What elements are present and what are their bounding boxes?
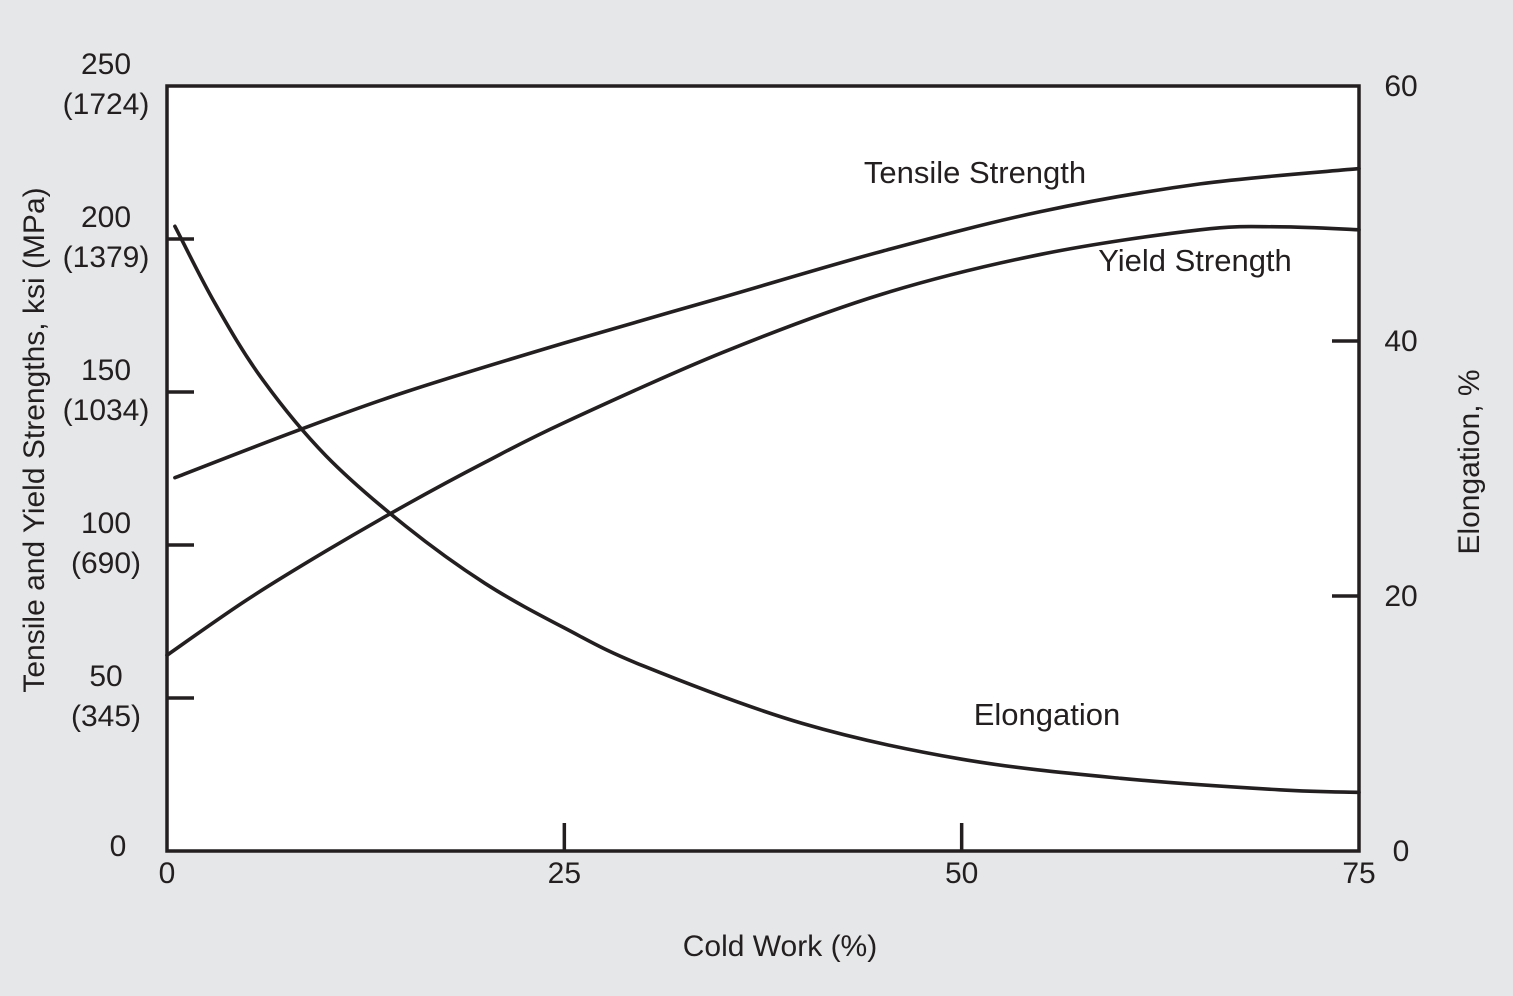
yield-strength-curve — [165, 224, 1361, 657]
y-left-tick-sublabel: (1379) — [63, 241, 150, 274]
y-right-tick-label: 60 — [1384, 70, 1417, 103]
y-left-tick-label: 150 — [81, 354, 131, 387]
ticks — [167, 237, 1359, 851]
tensile-strength-label: Tensile Strength — [864, 155, 1086, 190]
y-left-tick-sublabel: (345) — [71, 700, 141, 733]
y-left-tick-label: 50 — [89, 660, 122, 693]
y-right-tick-label: 0 — [1393, 835, 1410, 868]
elongation-label: Elongation — [974, 697, 1121, 732]
y-left-tick-label: 200 — [81, 201, 131, 234]
labels: Cold Work (%) Tensile and Yield Strength… — [18, 48, 1486, 963]
y-left-tick-label: 0 — [110, 830, 127, 863]
y-left-tick-sublabel: (690) — [71, 547, 141, 580]
y-right-axis-title: Elongation, % — [1453, 369, 1486, 554]
x-tick-label: 25 — [548, 857, 581, 890]
y-left-tick-sublabel: (1724) — [63, 88, 150, 121]
y-left-axis-title: Tensile and Yield Strengths, ksi (MPa) — [18, 187, 51, 692]
x-tick-label: 75 — [1342, 857, 1375, 890]
y-left-tick-label: 100 — [81, 507, 131, 540]
tensile-strength-curve — [173, 166, 1361, 480]
y-right-tick-label: 20 — [1384, 580, 1417, 613]
x-axis-title: Cold Work (%) — [683, 930, 877, 963]
y-left-tick-label: 250 — [81, 48, 131, 81]
yield-strength-label: Yield Strength — [1098, 243, 1292, 278]
x-tick-label: 50 — [945, 857, 978, 890]
series-curves — [165, 166, 1361, 795]
elongation-curve — [173, 224, 1361, 795]
y-right-tick-label: 40 — [1384, 325, 1417, 358]
plot-area — [165, 84, 1361, 853]
x-tick-label: 0 — [159, 857, 176, 890]
y-left-tick-sublabel: (1034) — [63, 394, 150, 427]
